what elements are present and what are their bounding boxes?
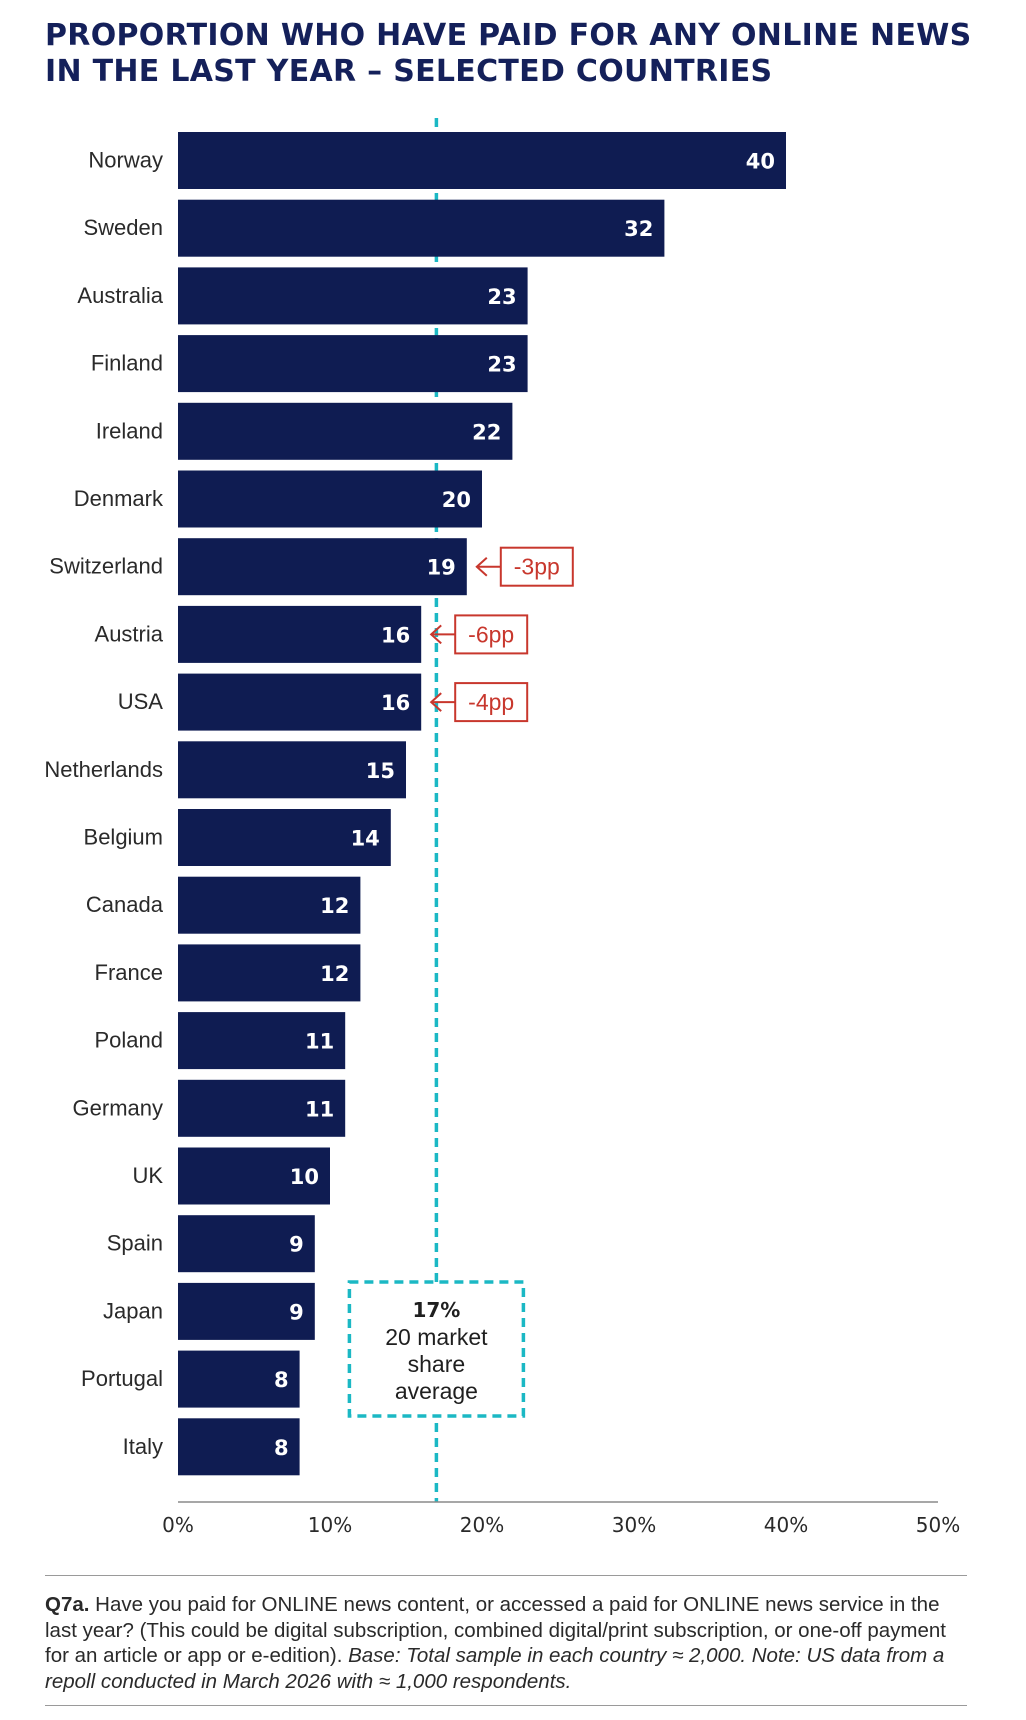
category-label: Belgium — [84, 825, 163, 850]
bar-value-label: 9 — [289, 1233, 304, 1257]
footnote-bottom-rule — [45, 1705, 967, 1706]
bar-value-label: 16 — [381, 623, 410, 647]
bar-value-label: 11 — [305, 1097, 334, 1121]
footnote-base-note: Base: Total sample in each country ≈ 2,0… — [45, 1644, 945, 1693]
bar-finland — [178, 335, 528, 393]
bar-value-label: 23 — [487, 285, 516, 309]
bar-norway — [178, 132, 786, 189]
bar-value-label: 16 — [381, 691, 410, 715]
bar-value-label: 40 — [746, 150, 775, 174]
bar-value-label: 23 — [487, 353, 516, 377]
category-label: Japan — [103, 1298, 163, 1323]
bar-value-label: 15 — [366, 759, 395, 783]
bar-value-label: 9 — [289, 1300, 304, 1324]
average-text-line: 20 market — [385, 1324, 488, 1350]
category-label: Ireland — [96, 418, 163, 443]
category-label: France — [95, 960, 163, 985]
category-label: Finland — [91, 351, 163, 376]
bar-value-label: 19 — [427, 556, 456, 580]
category-label: Germany — [73, 1095, 163, 1120]
category-label: Sweden — [83, 215, 163, 240]
x-tick-label: 0% — [162, 1513, 194, 1537]
bar-portugal — [178, 1350, 300, 1408]
bar-japan — [178, 1282, 315, 1340]
category-label: Denmark — [74, 486, 164, 511]
category-label: Austria — [95, 621, 164, 646]
bar-usa — [178, 673, 422, 731]
bar-value-label: 11 — [305, 1030, 334, 1054]
bar-germany — [178, 1079, 346, 1137]
category-label: Norway — [88, 148, 163, 173]
average-text-line: share — [408, 1351, 466, 1377]
average-label-box — [347, 1280, 526, 1418]
bar-switzerland — [178, 538, 467, 596]
category-label: Switzerland — [49, 554, 163, 579]
bar-canada — [178, 876, 361, 934]
callout-text: -6pp — [468, 621, 514, 647]
bar-italy — [178, 1418, 300, 1476]
category-label: Poland — [94, 1028, 163, 1053]
bar-france — [178, 944, 361, 1002]
chart-title: PROPORTION WHO HAVE PAID FOR ANY ONLINE … — [45, 18, 972, 89]
footnote: Q7a. Have you paid for ONLINE news conte… — [45, 1592, 970, 1694]
bar-value-label: 32 — [624, 217, 653, 241]
bar-poland — [178, 1012, 346, 1070]
callout-box — [454, 614, 529, 655]
callout-text: -3pp — [514, 554, 560, 580]
bar-chart: Norway 40 Sweden 32 Australia 23 Finland 23 Irel… — [44, 118, 960, 1537]
category-label: Portugal — [81, 1366, 163, 1391]
callout-box — [499, 546, 574, 587]
bar-denmark — [178, 470, 482, 528]
bar-value-label: 12 — [320, 962, 349, 986]
callout-text: -4pp — [468, 689, 514, 715]
callout-arrow-head — [475, 556, 488, 577]
bar-value-label: 8 — [274, 1436, 289, 1460]
callout-arrow-head — [429, 624, 442, 645]
footnote-top-rule — [45, 1575, 967, 1576]
bar-australia — [178, 267, 528, 325]
bar-value-label: 14 — [351, 827, 380, 851]
x-tick-label: 10% — [308, 1513, 352, 1537]
category-label: Australia — [77, 283, 163, 308]
bar-sweden — [178, 199, 665, 257]
bar-value-label: 8 — [274, 1368, 289, 1392]
x-tick-label: 40% — [764, 1513, 808, 1537]
bar-uk — [178, 1147, 330, 1205]
category-label: Netherlands — [44, 757, 163, 782]
bar-ireland — [178, 402, 513, 460]
bar-netherlands — [178, 741, 406, 799]
x-tick-label: 50% — [916, 1513, 960, 1537]
footnote-question: Have you paid for ONLINE news content, o… — [45, 1593, 946, 1667]
bar-value-label: 10 — [290, 1165, 319, 1189]
bar-value-label: 12 — [320, 894, 349, 918]
x-tick-label: 30% — [612, 1513, 656, 1537]
average-text-line: average — [395, 1378, 478, 1404]
category-label: USA — [118, 689, 164, 714]
category-label: Italy — [123, 1434, 163, 1459]
callout-arrow-head — [429, 692, 442, 712]
category-label: Spain — [107, 1231, 163, 1256]
category-label: Canada — [86, 892, 164, 917]
x-tick-label: 20% — [460, 1513, 504, 1537]
footnote-question-label: Q7a. — [45, 1593, 90, 1616]
callout-box — [454, 682, 529, 723]
bar-austria — [178, 605, 422, 663]
average-value-label: 17% — [412, 1298, 460, 1322]
category-label: UK — [132, 1163, 163, 1188]
bar-spain — [178, 1215, 315, 1273]
bar-value-label: 20 — [442, 488, 471, 512]
bar-belgium — [178, 809, 391, 866]
bar-value-label: 22 — [472, 420, 501, 444]
